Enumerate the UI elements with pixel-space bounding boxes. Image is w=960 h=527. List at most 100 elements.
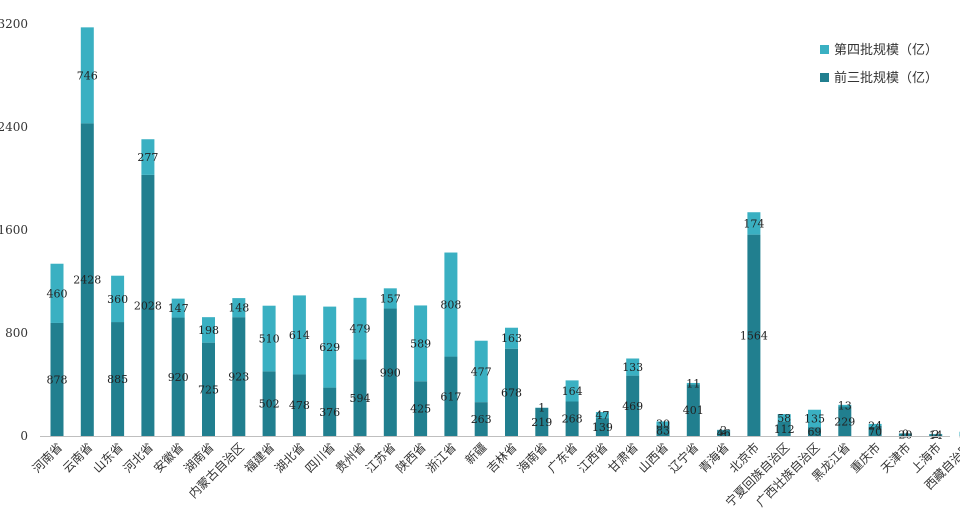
x-category-label: 山西省: [636, 440, 671, 475]
bar-segment-upper: [414, 305, 428, 382]
bar-segment-lower: [717, 430, 731, 436]
y-tick-label: 3200: [0, 17, 28, 31]
data-label-lower: 69: [808, 426, 822, 439]
bar-segment-upper: [505, 327, 518, 349]
bar-segment-lower: [777, 421, 791, 436]
legend: 第四批规模（亿） 前三批规模（亿）: [820, 43, 938, 86]
bar-segment-lower: [171, 317, 185, 436]
data-label-upper: 163: [501, 332, 522, 345]
data-label-lower: 617: [440, 390, 461, 403]
bar-segment-lower: [383, 308, 397, 436]
data-label-upper: 147: [168, 302, 189, 315]
y-tick-label: 2400: [0, 120, 28, 134]
bar-segment-upper: [323, 306, 337, 388]
x-category-label: 河北省: [121, 440, 156, 475]
data-label-lower: 20: [898, 429, 912, 442]
data-label-lower: 2028: [134, 299, 162, 312]
bar-segment-lower: [50, 322, 64, 436]
x-category-label: 重庆市: [847, 440, 883, 476]
data-label-upper: 1: [538, 402, 545, 415]
bars-layer: [50, 27, 960, 437]
data-label-upper: 510: [259, 333, 280, 346]
bar-segment-upper: [868, 423, 882, 427]
legend-swatch: [820, 73, 829, 82]
data-label-lower: 469: [622, 400, 643, 413]
data-label-lower: 678: [501, 386, 522, 399]
bar-segment-upper: [383, 288, 397, 309]
data-label-upper: 0: [902, 427, 909, 440]
bar-segment-upper: [595, 412, 609, 419]
x-category-label: 河南省: [29, 440, 65, 476]
x-category-label: 福建省: [241, 440, 277, 476]
data-label-upper: 2: [720, 424, 727, 437]
data-label-upper: 477: [471, 365, 492, 378]
data-label-lower: 478: [289, 399, 310, 412]
bar-segment-lower: [202, 342, 215, 436]
bar-segment-lower: [262, 371, 276, 436]
data-label-upper: 746: [77, 69, 98, 82]
bar-segment-lower: [505, 348, 518, 436]
bar-segment-upper: [474, 340, 488, 403]
bar-segment-lower: [898, 433, 912, 436]
x-category-label: 青海省: [696, 440, 732, 476]
bar-segment-lower: [686, 384, 700, 436]
x-category-label: 吉林省: [484, 440, 519, 475]
x-category-label: 辽宁省: [665, 440, 701, 476]
data-label-lower: 14: [929, 429, 943, 442]
data-label-upper: 133: [622, 361, 643, 374]
data-label-upper: 360: [107, 293, 128, 306]
bar-segment-upper: [262, 305, 276, 372]
x-category-label: 江苏省: [363, 440, 398, 475]
y-tick-label: 0: [20, 429, 28, 443]
data-label-lower: 885: [107, 373, 128, 386]
data-label-upper: 148: [228, 302, 249, 315]
bar-segment-upper: [444, 252, 458, 357]
data-label-upper: 460: [47, 287, 68, 300]
data-label-upper: 198: [198, 324, 219, 337]
x-category-label: 海南省: [514, 440, 550, 476]
x-category-label: 浙江省: [424, 440, 459, 475]
data-label-lower: 229: [834, 415, 855, 428]
data-label-upper: 24: [868, 419, 882, 432]
x-category-label: 陕西省: [393, 440, 429, 476]
data-label-upper: 2: [932, 428, 939, 441]
data-label-upper: 174: [743, 217, 764, 230]
data-label-upper: 164: [562, 385, 583, 398]
data-label-upper: 589: [410, 337, 431, 350]
data-label-lower: 1564: [740, 329, 768, 342]
data-label-lower: 112: [774, 423, 795, 436]
bar-segment-lower: [292, 374, 306, 436]
bar-segment-upper: [202, 317, 215, 343]
x-category-label: 云南省: [59, 440, 95, 476]
legend-swatch: [820, 45, 829, 54]
legend-label: 第四批规模（亿）: [834, 43, 938, 58]
data-label-upper: 157: [380, 292, 401, 305]
data-label-lower: 502: [259, 398, 280, 411]
y-tick-label: 800: [5, 326, 28, 340]
data-label-lower: 263: [471, 413, 492, 426]
bar-segment-lower: [838, 406, 852, 436]
x-category-label: 山东省: [90, 440, 125, 475]
bar-segment-upper: [777, 414, 791, 422]
x-category-label: 广东省: [545, 440, 580, 475]
data-label-lower: 923: [228, 371, 249, 384]
bar-segment-lower: [535, 407, 549, 436]
data-label-lower: 920: [168, 371, 189, 384]
bar-segment-upper: [80, 27, 94, 124]
data-label-lower: 725: [198, 383, 219, 396]
data-label-lower: 376: [319, 406, 340, 419]
bar-segment-lower: [656, 425, 670, 436]
data-label-upper: 479: [350, 323, 371, 336]
bar-segment-lower: [808, 427, 821, 436]
bar-segment-upper: [747, 212, 761, 235]
data-label-lower: 268: [562, 413, 583, 426]
data-label-lower: 401: [683, 404, 704, 417]
bar-segment-lower: [111, 322, 125, 436]
bar-segment-upper: [171, 298, 185, 318]
bar-segment-lower: [414, 381, 428, 436]
bar-segment-lower: [747, 234, 761, 436]
bar-segment-lower: [595, 418, 609, 436]
bar-segment-upper: [626, 358, 640, 376]
data-label-upper: 808: [440, 299, 461, 312]
